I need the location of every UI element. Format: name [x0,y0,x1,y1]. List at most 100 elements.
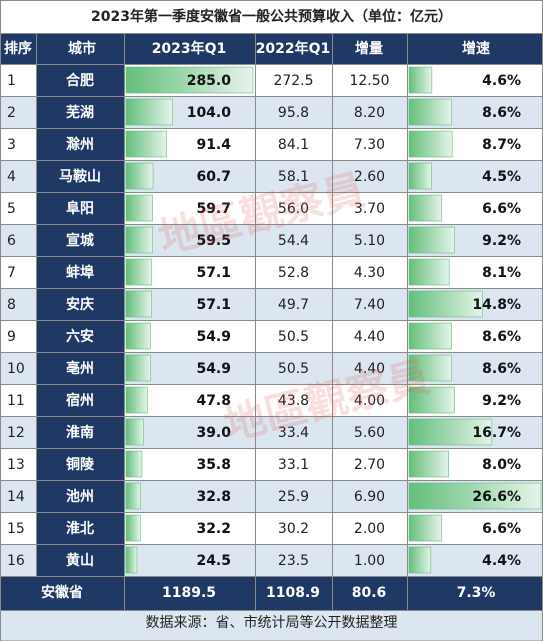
rank-cell: 11 [7,393,25,409]
value-growth: 14.8% [472,297,521,313]
value-2023q1: 57.1 [196,265,231,281]
city-cell [36,320,124,352]
value-growth: 26.6% [472,489,521,505]
city-cell [36,96,124,128]
total-band [0,576,543,610]
growth-bar [408,66,433,94]
revenue-bar [125,322,151,350]
value-growth: 8.6% [482,329,521,345]
growth-bar [408,194,443,222]
growth-bar [408,418,493,446]
header-city: 城市 [68,40,96,57]
city-cell [36,192,124,224]
table-title: 2023年第一季度安徽省一般公共预算收入（单位：亿元） [91,8,452,25]
growth-bar [408,354,452,382]
value-2022q1: 30.2 [278,521,309,537]
revenue-bar [125,450,143,478]
city-cell [36,416,124,448]
revenue-bar [125,130,168,158]
value-increase: 4.40 [354,361,385,377]
value-2022q1: 272.5 [273,73,313,89]
city-name: 蚌埠 [66,264,94,281]
city-name: 马鞍山 [59,168,101,185]
value-increase: 6.90 [354,489,385,505]
value-2023q1: 32.2 [196,521,231,537]
value-2022q1: 54.4 [278,233,309,249]
value-increase: 4.40 [354,329,385,345]
rank-cell: 5 [7,201,16,217]
city-name: 黄山 [66,552,94,569]
city-name: 安庆 [66,296,94,313]
revenue-bar [125,354,151,382]
revenue-bar [125,514,141,542]
value-increase: 5.60 [354,425,385,441]
value-growth: 9.2% [482,233,521,249]
value-increase: 4.30 [354,265,385,281]
city-name: 亳州 [66,360,94,377]
city-cell [36,384,124,416]
footer-band [0,610,543,641]
growth-bar [408,546,432,574]
value-2023q1: 35.8 [196,457,231,473]
rank-cell: 9 [7,329,16,345]
city-cell [36,448,124,480]
revenue-bar [125,194,153,222]
header-increase: 增量 [355,40,383,57]
value-increase: 2.00 [354,521,385,537]
city-name: 滁州 [66,136,94,153]
source-footer: 数据来源：省、市统计局等公开数据整理 [146,614,398,631]
growth-bar [408,130,453,158]
value-growth: 8.6% [482,105,521,121]
growth-bar [408,258,450,286]
city-name: 合肥 [66,72,94,89]
city-cell [36,64,124,96]
city-cell [36,256,124,288]
value-increase: 4.00 [354,393,385,409]
value-growth: 8.6% [482,361,521,377]
total-increase: 80.6 [352,585,387,601]
header-rank: 排序 [4,40,32,57]
revenue-bar [125,482,141,510]
revenue-bar [125,290,152,318]
value-growth: 6.6% [482,521,521,537]
total-2022q1: 1108.9 [266,585,320,601]
value-growth: 6.6% [482,201,521,217]
value-2023q1: 32.8 [196,489,231,505]
rank-cell: 7 [7,265,16,281]
value-growth: 9.2% [482,393,521,409]
city-name: 宿州 [66,392,94,409]
revenue-bar [125,386,148,414]
value-2023q1: 59.7 [196,201,231,217]
growth-bar [408,162,432,190]
city-cell [36,480,124,512]
value-2022q1: 58.1 [278,169,309,185]
value-2022q1: 25.9 [278,489,309,505]
revenue-bar [125,546,138,574]
value-2023q1: 285.0 [187,73,232,89]
city-cell [36,224,124,256]
rank-cell: 3 [7,137,16,153]
value-2023q1: 24.5 [196,553,231,569]
rank-cell: 6 [7,233,16,249]
value-growth: 8.1% [482,265,521,281]
value-2023q1: 54.9 [196,329,231,345]
value-2022q1: 33.4 [278,425,309,441]
city-cell [36,512,124,544]
city-cell [36,288,124,320]
total-2023q1: 1189.5 [162,585,216,601]
value-2023q1: 91.4 [196,137,231,153]
value-growth: 16.7% [472,425,521,441]
total-growth: 7.3% [457,585,496,601]
value-increase: 2.60 [354,169,385,185]
value-2022q1: 95.8 [278,105,309,121]
value-2022q1: 84.1 [278,137,309,153]
value-2022q1: 33.1 [278,457,309,473]
growth-bar [408,450,449,478]
value-increase: 1.00 [354,553,385,569]
city-cell [36,544,124,576]
header-growth: 增速 [462,40,490,57]
value-increase: 12.50 [349,73,389,89]
growth-bar [408,514,443,542]
rank-cell: 1 [7,73,16,89]
